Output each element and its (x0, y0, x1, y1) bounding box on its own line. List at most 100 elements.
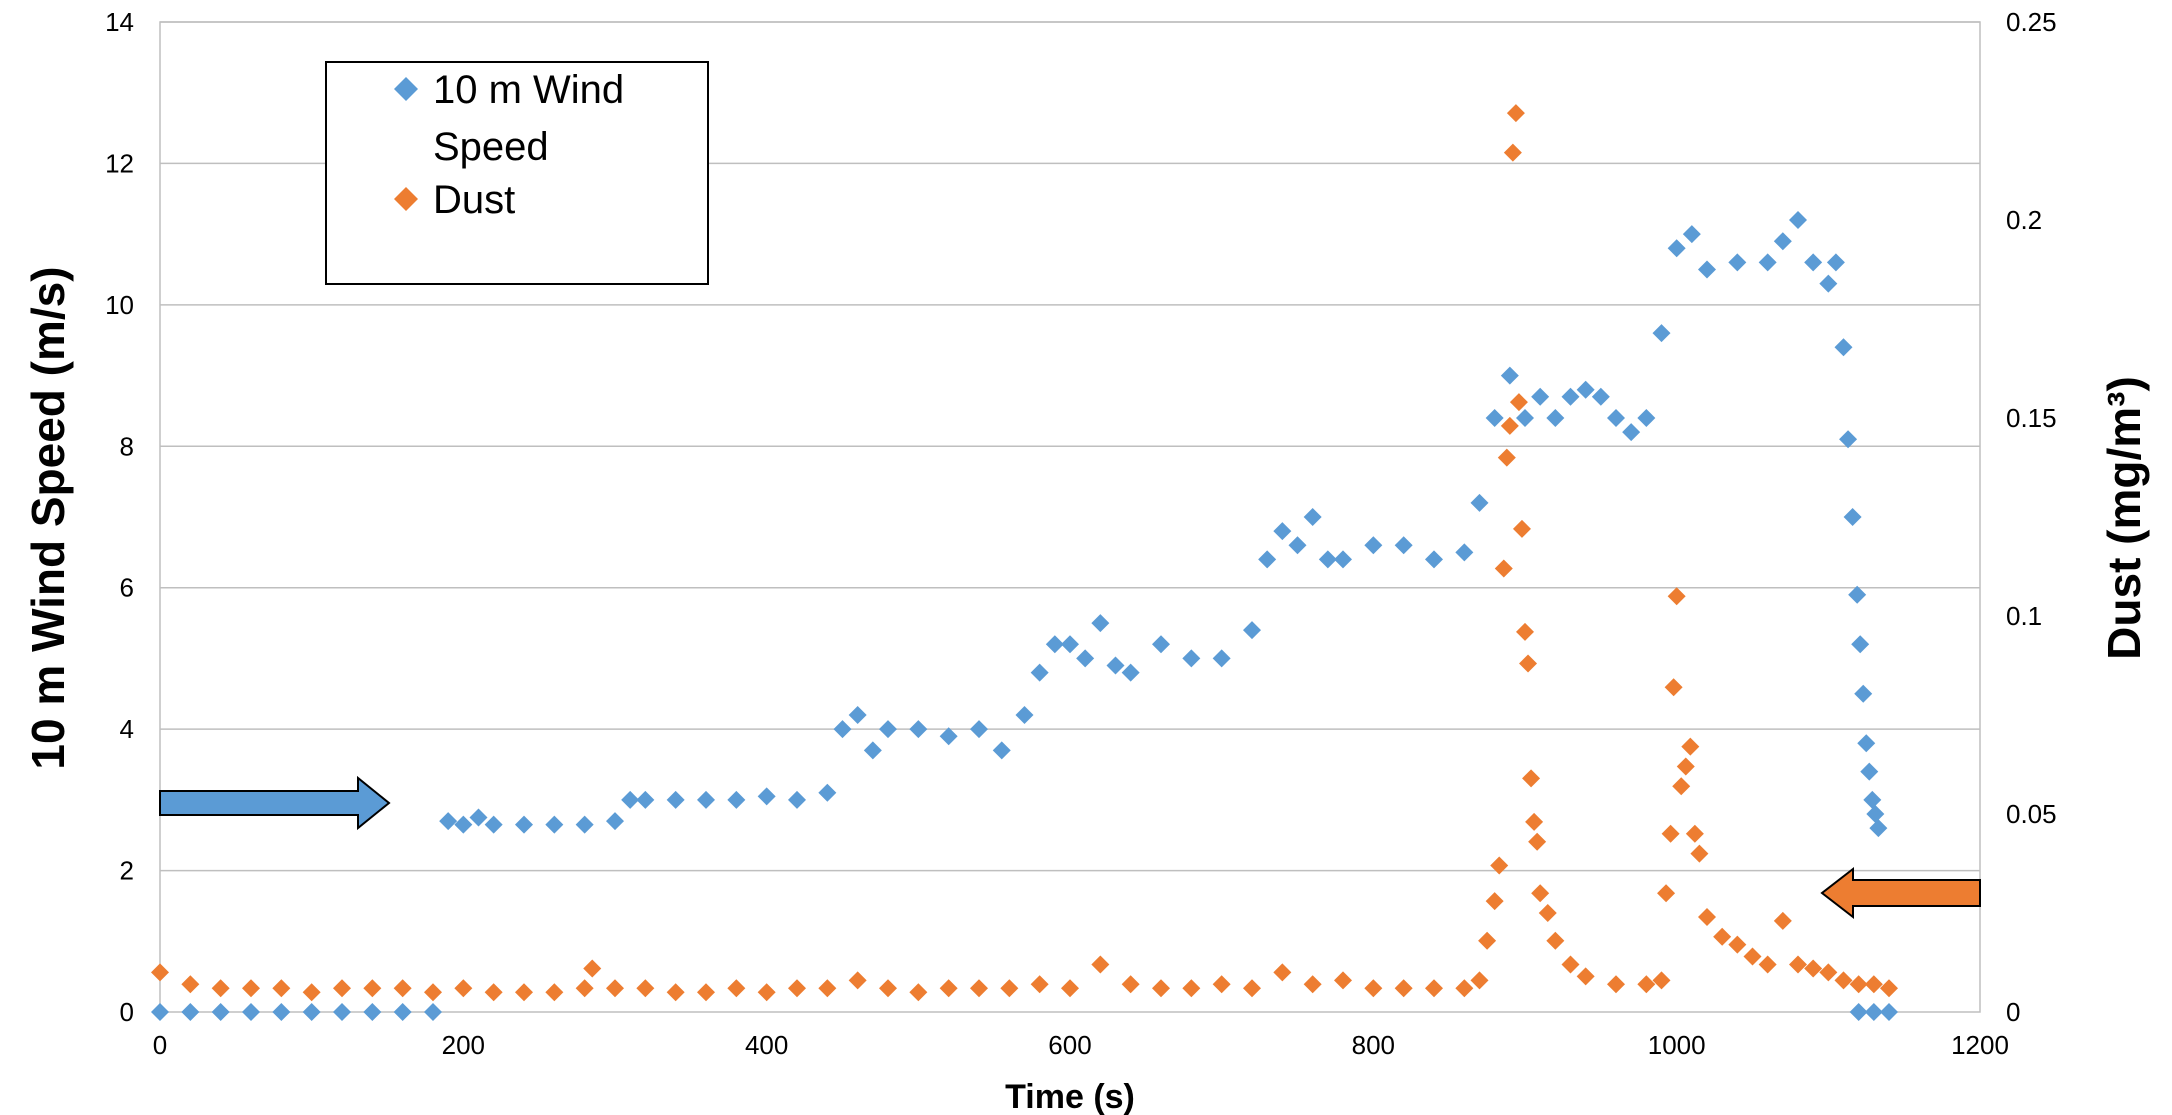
data-point (575, 815, 594, 834)
series-10-m-wind-speed (151, 211, 1898, 1021)
wind-speed-arrow (159, 775, 391, 831)
dust-arrow (1820, 866, 1981, 920)
y-left-tick-label: 10 (105, 290, 134, 320)
x-tick-label: 800 (1352, 1030, 1395, 1060)
y-right-tick-label: 0.2 (2006, 205, 2042, 235)
data-point (211, 1003, 230, 1021)
data-point (1839, 430, 1858, 449)
y-right-tick-label: 0.25 (2006, 7, 2057, 37)
data-point (1394, 979, 1413, 998)
data-point (1015, 706, 1034, 724)
data-point (484, 815, 503, 834)
data-point (1607, 409, 1625, 427)
data-point (1258, 550, 1277, 569)
data-point (1506, 104, 1525, 123)
data-point (1121, 663, 1140, 682)
y-left-tick-label: 14 (105, 7, 134, 37)
legend: 10 m Wind Speed Dust (325, 61, 709, 285)
data-point (1091, 614, 1110, 633)
data-point (1773, 232, 1792, 251)
data-point (879, 720, 897, 739)
data-point (1591, 387, 1610, 406)
y-left-axis-title: 10 m Wind Speed (m/s) (22, 266, 74, 769)
x-tick-label: 1200 (1951, 1030, 2009, 1060)
y-left-tick-label: 6 (120, 573, 134, 603)
data-point (848, 706, 867, 724)
data-point (833, 720, 852, 739)
data-point (1848, 585, 1867, 604)
data-point (1470, 493, 1489, 512)
data-point (1425, 550, 1443, 569)
y-right-axis-title: Dust (mg/m³) (2098, 376, 2150, 660)
data-point (424, 1003, 442, 1021)
data-point (1334, 550, 1352, 569)
data-point (1561, 387, 1580, 406)
data-point (469, 808, 488, 827)
data-point (515, 815, 533, 834)
data-point (1607, 975, 1625, 994)
data-point (1637, 975, 1656, 994)
data-point (1713, 927, 1732, 946)
data-point (1667, 239, 1686, 258)
data-point (1503, 143, 1522, 162)
grid-lines (160, 21, 1980, 872)
data-point (1834, 971, 1853, 990)
data-point (333, 979, 351, 998)
data-point (788, 979, 806, 998)
series-dust (151, 104, 1898, 1002)
data-point (1516, 622, 1534, 641)
data-point (515, 983, 533, 1002)
data-point (363, 1003, 382, 1021)
data-point (272, 979, 291, 998)
data-point (1525, 812, 1544, 831)
y-left-tick-label: 12 (105, 148, 134, 178)
data-point (636, 790, 655, 809)
legend-dust-label: Dust (433, 178, 515, 222)
data-point (1497, 448, 1516, 467)
data-point (1455, 979, 1474, 998)
data-point (393, 979, 412, 998)
data-point (1637, 409, 1656, 427)
data-point (1076, 649, 1095, 668)
data-point (393, 1003, 412, 1021)
data-point (879, 979, 897, 998)
data-point (181, 1003, 200, 1021)
data-point (1857, 734, 1876, 753)
data-point (1425, 979, 1443, 998)
data-point (1860, 762, 1879, 781)
data-point (1273, 963, 1292, 982)
data-point (151, 1003, 169, 1021)
data-point (848, 971, 867, 990)
data-point (1789, 211, 1807, 229)
x-axis-title: Time (s) (1005, 1078, 1135, 1115)
data-point (1657, 884, 1676, 903)
tick-labels: 0 2 4 6 8 10 12 14 0 0.05 0.1 0.15 0.2 0.25 0 200 400 600… (105, 7, 2057, 1060)
data-point (424, 983, 442, 1002)
data-point (302, 1003, 321, 1021)
data-point (1212, 649, 1231, 668)
y-right-tick-label: 0 (2006, 997, 2020, 1027)
data-point (1804, 253, 1823, 272)
data-point (1546, 409, 1565, 427)
y-right-tick-label: 0.15 (2006, 403, 2057, 433)
x-tick-label: 1000 (1648, 1030, 1706, 1060)
data-point (1863, 790, 1882, 809)
data-point (1667, 587, 1686, 606)
data-point (272, 1003, 291, 1021)
y-left-tick-label: 0 (120, 997, 134, 1027)
data-point (1743, 947, 1762, 966)
data-point (454, 979, 473, 998)
data-point (606, 812, 624, 831)
x-tick-label: 0 (153, 1030, 167, 1060)
data-point (1773, 911, 1792, 930)
data-point (1758, 253, 1777, 272)
data-point (1664, 678, 1683, 697)
data-point (1045, 635, 1064, 654)
data-point (1869, 819, 1888, 838)
data-point (666, 790, 685, 809)
data-point (1685, 824, 1704, 843)
data-point (697, 790, 715, 809)
data-point (333, 1003, 351, 1021)
data-point (818, 979, 837, 998)
